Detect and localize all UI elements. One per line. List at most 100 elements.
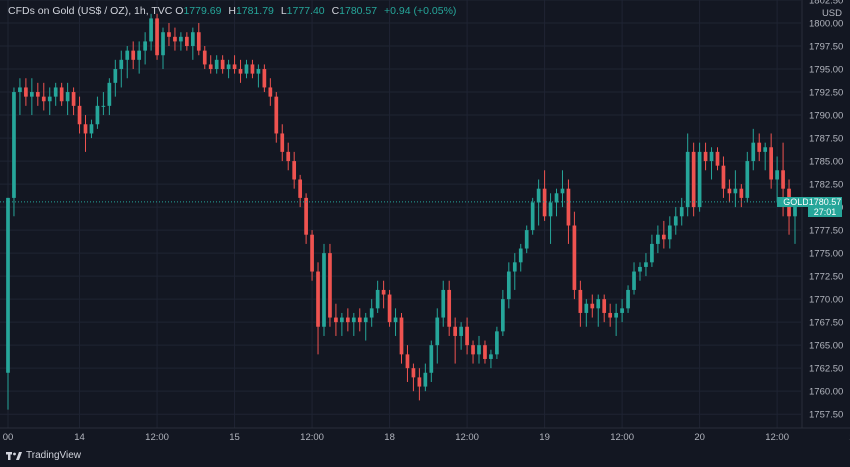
- candle-body: [566, 188, 571, 226]
- candle: [518, 243, 523, 272]
- time-tick-label: 12:00: [455, 432, 479, 443]
- candle-body: [71, 92, 76, 106]
- candle: [35, 82, 40, 106]
- candle-body: [328, 253, 332, 318]
- candle-body: [226, 64, 231, 70]
- candle: [483, 340, 487, 364]
- candle-body: [447, 289, 452, 327]
- candle-body: [477, 345, 481, 355]
- high-label: H: [228, 5, 236, 17]
- candle-body: [30, 92, 34, 97]
- candle-body: [715, 151, 720, 166]
- candle: [190, 27, 195, 60]
- currency-label: USD: [821, 8, 842, 19]
- candle-body: [214, 59, 219, 70]
- open-label: O: [175, 5, 184, 17]
- candle: [244, 59, 249, 79]
- candle: [387, 289, 392, 327]
- candle: [137, 41, 142, 74]
- tradingview-logo[interactable]: TradingView: [6, 450, 81, 461]
- candle-body: [95, 105, 100, 125]
- candle: [661, 220, 666, 249]
- candle: [751, 128, 756, 171]
- candle-body: [435, 317, 440, 346]
- candle: [363, 312, 368, 341]
- price-tick-label: 1792.50: [809, 88, 843, 99]
- candle: [155, 13, 159, 60]
- candle: [393, 308, 398, 336]
- candle-body: [650, 243, 654, 263]
- candle: [506, 262, 511, 309]
- candle-body: [89, 124, 94, 134]
- candle-body: [620, 308, 624, 313]
- candle-body: [101, 105, 106, 107]
- candle: [632, 262, 636, 295]
- candle-body: [423, 372, 428, 387]
- time-tick-label: 19: [539, 432, 550, 443]
- candle: [340, 312, 344, 336]
- candle-body: [453, 326, 458, 336]
- candle: [83, 115, 88, 152]
- time-axis[interactable]: 001412:001512:001812:001912:002012:00211…: [0, 427, 850, 443]
- candle: [763, 142, 768, 171]
- candle-body: [512, 262, 517, 272]
- candle: [721, 156, 726, 198]
- price-tick-label: 1775.00: [809, 249, 843, 260]
- time-tick-label: 18: [384, 432, 395, 443]
- candle: [232, 55, 237, 74]
- candle: [453, 317, 458, 364]
- candle-body: [727, 188, 732, 194]
- chart-grid: [0, 0, 801, 428]
- candle: [501, 289, 505, 336]
- candle-body: [763, 147, 768, 152]
- candle-body: [345, 317, 350, 323]
- candle-body: [167, 32, 171, 37]
- candle-body: [250, 64, 255, 74]
- candle-body: [769, 147, 773, 180]
- candle: [196, 23, 201, 56]
- candle-body: [644, 262, 648, 267]
- close-value: 1780.57: [339, 5, 378, 17]
- symbol-description: CFDs on Gold (US$ / OZ), 1h, TVC: [8, 5, 173, 17]
- candle: [381, 280, 386, 309]
- price-tick-label: 1765.00: [809, 341, 843, 352]
- candle-body: [417, 377, 422, 387]
- candle-body: [351, 317, 356, 323]
- candle: [399, 312, 404, 364]
- candle-body: [667, 225, 672, 240]
- candle: [512, 253, 517, 290]
- candle-body: [405, 354, 410, 369]
- candle: [495, 326, 499, 359]
- candle-body: [501, 299, 505, 332]
- candle-body: [411, 368, 416, 378]
- candle: [608, 303, 613, 327]
- candle: [566, 179, 571, 244]
- candle: [733, 170, 738, 208]
- candle: [24, 78, 28, 106]
- candle: [262, 64, 267, 93]
- candle-body: [292, 161, 297, 180]
- candle: [334, 303, 338, 336]
- candles-layer: [6, 13, 797, 410]
- candle-body: [208, 64, 213, 70]
- candle: [650, 234, 654, 267]
- candle-body: [190, 32, 195, 47]
- price-tick-label: 1762.50: [809, 364, 843, 375]
- candle: [208, 55, 213, 74]
- candle: [685, 133, 690, 217]
- candle-body: [495, 331, 499, 355]
- candle: [375, 280, 380, 313]
- candle: [30, 78, 34, 116]
- candle: [667, 216, 672, 249]
- badge-countdown: 27:01: [813, 206, 837, 217]
- candle: [524, 225, 529, 254]
- candle: [459, 322, 463, 350]
- candle-body: [238, 69, 243, 74]
- legend-header: CFDs on Gold (US$ / OZ), 1h, TVC O1779.6…: [8, 5, 456, 17]
- candle-body: [113, 69, 118, 83]
- candle-body: [12, 92, 16, 198]
- candle: [584, 299, 589, 327]
- candle-body: [578, 289, 583, 313]
- candle-body: [161, 32, 165, 56]
